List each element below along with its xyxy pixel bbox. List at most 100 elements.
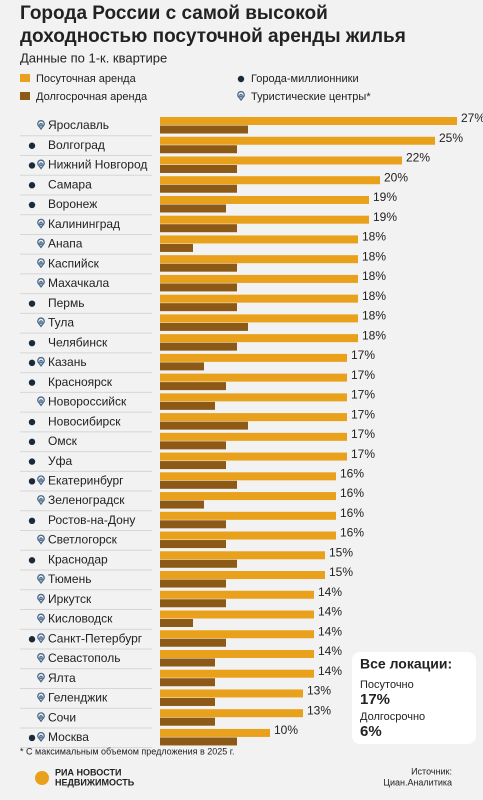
category-label: Новороссийск — [48, 395, 127, 409]
bar — [160, 638, 226, 647]
bar — [160, 461, 226, 470]
category-label: Казань — [48, 355, 87, 369]
bar — [160, 401, 215, 410]
value-label: 22% — [406, 151, 430, 165]
bar — [160, 224, 237, 233]
city-marker — [37, 613, 45, 624]
bar — [160, 520, 226, 529]
city-marker — [28, 734, 36, 742]
bar — [160, 630, 314, 639]
bar — [160, 492, 336, 501]
city-marker — [28, 201, 36, 209]
bar — [160, 136, 435, 145]
bar — [160, 145, 237, 154]
bar — [160, 432, 347, 441]
bar — [160, 263, 237, 272]
summary-title: Все локации: — [360, 656, 452, 672]
category-label: Екатеринбург — [48, 473, 124, 487]
city-marker — [37, 633, 45, 644]
bar — [160, 472, 336, 481]
bar — [160, 559, 237, 568]
category-label: Самара — [48, 177, 92, 191]
bar — [160, 579, 226, 588]
city-marker — [28, 379, 36, 386]
bar — [160, 590, 314, 599]
category-label: Анапа — [48, 237, 83, 251]
category-label: Уфа — [48, 454, 72, 468]
logo-icon — [35, 771, 49, 785]
city-marker — [28, 162, 36, 169]
value-label: 18% — [362, 328, 386, 342]
category-label: Геленджик — [48, 691, 108, 705]
footnote: * С максимальным объемом предложения в 2… — [20, 746, 234, 756]
bar — [160, 610, 314, 619]
bar — [160, 649, 314, 658]
bar — [160, 658, 215, 667]
value-label: 16% — [340, 486, 364, 500]
bar — [160, 689, 303, 698]
value-label: 18% — [362, 309, 386, 323]
value-label: 18% — [362, 230, 386, 244]
value-label: 15% — [329, 565, 353, 579]
city-marker — [37, 159, 45, 170]
legend-swatch — [20, 74, 30, 82]
bar — [160, 125, 248, 134]
bar — [160, 294, 358, 303]
bar — [160, 184, 237, 193]
city-marker — [37, 653, 45, 664]
source: Источник: — [411, 766, 452, 776]
bar — [160, 717, 215, 726]
summary-box — [352, 652, 476, 744]
value-label: 14% — [318, 585, 342, 599]
city-marker — [37, 593, 45, 604]
value-label: 18% — [362, 269, 386, 283]
bar — [160, 382, 226, 391]
city-marker — [37, 574, 45, 585]
bar — [160, 511, 336, 520]
summary-value: 17% — [360, 691, 390, 708]
value-label: 27% — [461, 111, 483, 125]
bar — [160, 342, 237, 351]
bar — [160, 599, 226, 608]
value-label: 14% — [318, 605, 342, 619]
category-label: Воронеж — [48, 197, 97, 211]
category-label: Зеленоградск — [48, 493, 125, 507]
category-label: Тюмень — [48, 572, 91, 586]
city-marker — [37, 278, 45, 289]
bar — [160, 531, 336, 540]
value-label: 17% — [351, 348, 375, 362]
bar — [160, 362, 204, 371]
city-marker — [28, 418, 36, 426]
category-label: Махачкала — [48, 276, 110, 290]
category-label: Светлогорск — [48, 533, 118, 547]
legend-marker — [237, 91, 245, 102]
value-label: 13% — [307, 684, 331, 698]
subtitle: Данные по 1-к. квартире — [20, 50, 167, 65]
chart-title: Города России с самой высокой доходностью… — [20, 3, 406, 47]
bar — [160, 452, 347, 461]
city-marker — [37, 732, 45, 743]
bar — [160, 441, 226, 450]
bar — [160, 215, 369, 224]
value-label: 20% — [384, 170, 408, 184]
bar — [160, 322, 248, 331]
bar — [160, 353, 347, 362]
category-label: Ялта — [48, 671, 76, 685]
value-label: 10% — [274, 723, 298, 737]
value-label: 17% — [351, 407, 375, 421]
city-marker — [37, 317, 45, 328]
category-label: Севастополь — [48, 651, 120, 665]
value-label: 16% — [340, 506, 364, 520]
city-marker — [37, 356, 45, 367]
city-marker — [28, 300, 36, 307]
city-marker — [37, 495, 45, 506]
bar — [160, 314, 358, 323]
value-label: 18% — [362, 249, 386, 263]
bar — [160, 164, 237, 173]
value-label: 19% — [373, 190, 397, 204]
bar — [160, 480, 237, 489]
city-marker — [28, 557, 36, 564]
value-label: 14% — [318, 644, 342, 658]
bar — [160, 117, 457, 125]
city-marker — [28, 339, 36, 347]
